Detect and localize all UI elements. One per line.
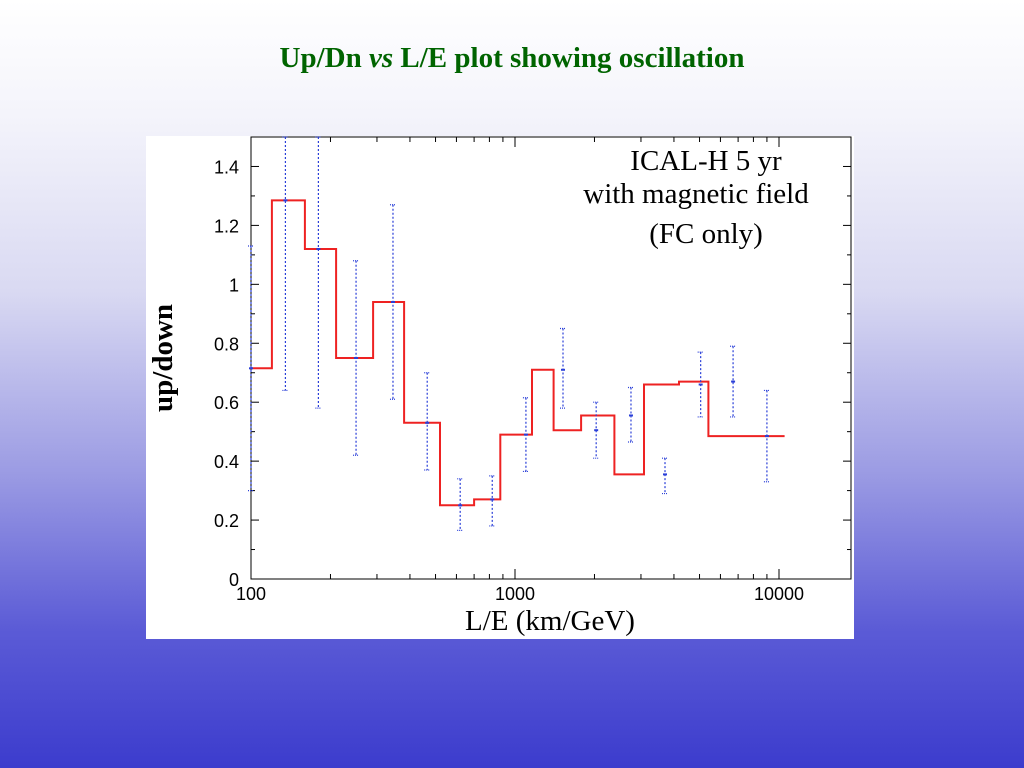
histogram-series	[251, 199, 785, 507]
y-tick-label: 0	[229, 570, 239, 590]
y-tick-label: 0.4	[214, 452, 239, 472]
title-text-vs: vs	[368, 42, 394, 74]
title-text-2: L/E plot showing oscillation	[393, 42, 745, 74]
x-tick-label: 100	[236, 584, 266, 604]
x-tick-label: 1000	[495, 584, 535, 604]
y-tick-label: 1	[229, 275, 239, 295]
y-tick-label: 0.8	[214, 334, 239, 354]
chart-title-line: with magnetic field	[583, 178, 809, 210]
chart-panel: 0 0.2 0.4 0.6 0.8 1 1.2 1.4 100 1000 10000 ICAL-H 5…	[146, 136, 854, 639]
y-tick-label: 0.6	[214, 393, 239, 413]
x-axis-label: L/E (km/GeV)	[465, 605, 635, 637]
y-tick-label: 1.2	[214, 216, 239, 236]
y-tick-label: 0.2	[214, 511, 239, 531]
y-axis-label: up/down	[147, 304, 179, 412]
chart-svg: 0 0.2 0.4 0.6 0.8 1 1.2 1.4 100 1000 10000 ICAL-H 5…	[147, 136, 852, 637]
x-tick-label: 10000	[754, 584, 804, 604]
slide-title: Up/Dn vs L/E plot showing oscillation	[0, 42, 1024, 75]
chart-title-line: (FC only)	[649, 218, 763, 250]
plot-frame	[250, 136, 852, 580]
y-tick-label: 1.4	[214, 157, 239, 177]
chart-title-line: ICAL-H 5 yr	[630, 145, 782, 177]
title-text-1: Up/Dn	[279, 42, 369, 74]
